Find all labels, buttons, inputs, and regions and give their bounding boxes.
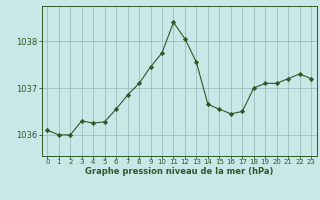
X-axis label: Graphe pression niveau de la mer (hPa): Graphe pression niveau de la mer (hPa) [85, 167, 273, 176]
